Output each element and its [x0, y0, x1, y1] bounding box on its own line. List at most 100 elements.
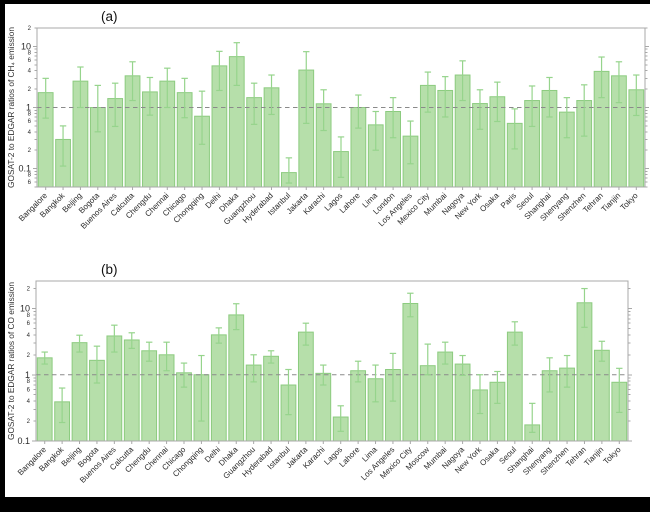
- error-bar: [563, 354, 571, 388]
- x-tick-label: Tokyo: [619, 191, 641, 213]
- x-tick-label: Tianjin: [582, 445, 605, 468]
- bar-mexico-city: [402, 302, 419, 442]
- y-tick-label: 6: [27, 387, 31, 393]
- figure-canvas: 6 8 0.1 2 4 6 8 1 2 4 6 8 10 2 Bangalore Bangkok Beijing…: [5, 4, 650, 497]
- y-tick-label: 10: [21, 41, 31, 51]
- error-bar: [476, 89, 484, 130]
- error-bar: [181, 77, 188, 119]
- y-tick-label: 1: [25, 370, 30, 380]
- x-tick-label: Tokyo: [602, 445, 624, 467]
- bar-delhi: [210, 334, 227, 442]
- x-tick-label: Osaka: [478, 191, 501, 214]
- bar-chengdu: [141, 350, 158, 442]
- error-bar: [164, 67, 171, 109]
- y-axis-label: GOSAT-2 to EDGAR ratios of CH₄ emission: [6, 27, 16, 188]
- error-bar: [598, 56, 605, 99]
- error-bar: [424, 343, 431, 376]
- y-tick-label: 6: [28, 180, 32, 186]
- y-tick-label: 2: [28, 87, 32, 93]
- error-bar: [442, 76, 449, 118]
- error-bar: [198, 90, 206, 145]
- error-bar: [129, 61, 136, 102]
- panel-label: (b): [101, 262, 118, 277]
- error-bar: [494, 370, 501, 404]
- error-bar: [250, 82, 258, 125]
- y-tick-label: 2: [28, 148, 32, 154]
- error-bar: [476, 374, 484, 415]
- error-bar: [372, 364, 379, 403]
- error-bar: [77, 66, 84, 109]
- y-tick-label: 8: [27, 313, 31, 319]
- bar-mumbai: [437, 351, 454, 442]
- error-bar: [41, 351, 48, 365]
- panel-label: (a): [101, 9, 118, 24]
- axis-frame: [35, 280, 629, 442]
- y-tick-label: 4: [28, 69, 32, 75]
- error-bar: [146, 76, 154, 116]
- error-bar: [42, 77, 49, 119]
- error-bar: [76, 334, 83, 353]
- y-tick-label: 4: [27, 399, 31, 405]
- bar-seoul: [506, 331, 523, 442]
- error-bar: [303, 51, 310, 124]
- frame-top-border: [0, 0, 650, 4]
- error-bar: [111, 324, 118, 353]
- y-tick-label: 6: [28, 58, 32, 64]
- error-bar: [250, 354, 257, 383]
- y-axis-label: GOSAT-2 to EDGAR ratios of CO emission: [6, 282, 16, 440]
- bar-moscow: [419, 365, 436, 442]
- error-bar: [459, 354, 466, 376]
- y-tick-label: 6: [28, 119, 32, 125]
- frame-bottom-border: [0, 497, 650, 512]
- y-tick-label: 1: [26, 103, 31, 113]
- y-tick-label: 4: [27, 333, 31, 339]
- y-tick-label: 2: [27, 287, 31, 293]
- error-bar: [581, 84, 588, 137]
- bar-bangalore: [36, 357, 53, 442]
- error-bar: [598, 340, 606, 362]
- bar-dhaka: [228, 314, 245, 442]
- error-bar: [633, 74, 640, 117]
- error-bar: [581, 287, 588, 328]
- y-tick-label: 0.1: [18, 164, 31, 174]
- error-bar: [285, 157, 293, 184]
- bar-beijing: [71, 342, 88, 442]
- error-bar: [389, 352, 397, 402]
- panel-b-chart: 0.1246812468102BangaloreBangkokBeijingBo…: [6, 262, 632, 485]
- x-tick-label: Lahore: [338, 445, 362, 469]
- y-tick-label: 6: [27, 321, 31, 327]
- error-bar: [407, 292, 414, 318]
- error-bar: [424, 71, 432, 113]
- error-bar: [528, 85, 536, 128]
- error-bar: [285, 368, 292, 416]
- error-bar: [233, 42, 240, 87]
- x-tick-label: Tehran: [564, 445, 588, 469]
- bar-hyderabad: [263, 355, 279, 442]
- error-bar: [615, 61, 623, 104]
- error-bar: [337, 136, 345, 178]
- y-tick-label: 8: [27, 379, 31, 385]
- error-bar: [546, 357, 553, 393]
- y-tick-label: 2: [28, 26, 32, 32]
- y-tick-label: 4: [28, 130, 32, 136]
- error-bar: [216, 50, 223, 92]
- error-bar: [215, 327, 223, 344]
- bar-jakarta: [297, 331, 314, 442]
- error-bar: [320, 364, 327, 386]
- error-bar: [441, 341, 449, 365]
- error-bar: [337, 405, 344, 432]
- error-bar: [511, 108, 518, 150]
- error-bar: [163, 341, 170, 372]
- error-bar: [233, 303, 240, 331]
- error-bar: [511, 321, 519, 346]
- x-tick-label: Tehran: [581, 191, 605, 215]
- error-bar: [529, 402, 536, 433]
- y-tick-label: 10: [20, 303, 30, 313]
- error-bar: [372, 110, 379, 151]
- error-bar: [546, 76, 553, 118]
- error-bar: [198, 354, 205, 422]
- x-tick-label: Osaka: [478, 445, 501, 468]
- y-tick-label: 2: [27, 353, 31, 359]
- error-bar: [407, 120, 414, 165]
- error-bar: [302, 322, 310, 346]
